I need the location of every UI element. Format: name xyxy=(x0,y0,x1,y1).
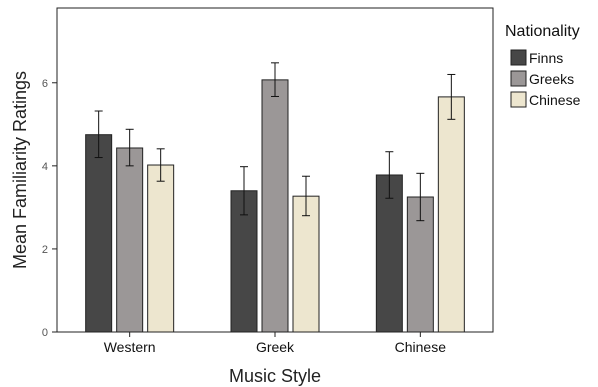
bars xyxy=(85,62,465,333)
x-tick-label-chinese: Chinese xyxy=(395,339,447,355)
bar-chinese-western xyxy=(147,164,175,333)
error-bar xyxy=(125,128,134,167)
legend-swatch-finns xyxy=(510,49,527,66)
bar-chinese-greek xyxy=(292,195,320,333)
x-axis-title: Music Style xyxy=(229,366,321,386)
error-bar xyxy=(240,166,248,216)
y-tick-label: 4 xyxy=(42,161,48,173)
bar-chinese-chinese xyxy=(437,96,465,333)
x-tick-label-greek: Greek xyxy=(256,339,295,355)
legend-swatch-greeks xyxy=(510,70,527,87)
legend-label-greeks: Greeks xyxy=(529,71,574,87)
error-bar xyxy=(94,110,103,159)
y-tick-label: 6 xyxy=(42,78,48,90)
bar-finns-western xyxy=(85,134,113,333)
y-axis-ticks: 0 2 4 6 xyxy=(42,78,57,339)
bar-greeks-greek xyxy=(261,79,289,333)
x-axis-ticks: Western Greek Chinese xyxy=(104,332,446,355)
x-tick-label-western: Western xyxy=(104,339,156,355)
error-bar xyxy=(156,148,165,182)
legend-title: Nationality xyxy=(505,23,580,40)
legend-label-finns: Finns xyxy=(529,50,563,66)
bar-greeks-western xyxy=(116,147,144,333)
error-bar xyxy=(416,172,425,222)
y-axis-title: Mean Familiarity Ratings xyxy=(10,71,30,269)
y-tick-label: 2 xyxy=(42,244,48,256)
error-bar xyxy=(385,151,394,199)
error-bar xyxy=(447,73,456,120)
y-tick-label: 0 xyxy=(42,327,48,339)
error-bar xyxy=(271,62,279,97)
legend: Nationality Finns Greeks Chinese xyxy=(505,23,581,108)
legend-swatch-chinese xyxy=(510,91,527,108)
error-bar xyxy=(302,175,310,217)
legend-label-chinese: Chinese xyxy=(529,92,581,108)
